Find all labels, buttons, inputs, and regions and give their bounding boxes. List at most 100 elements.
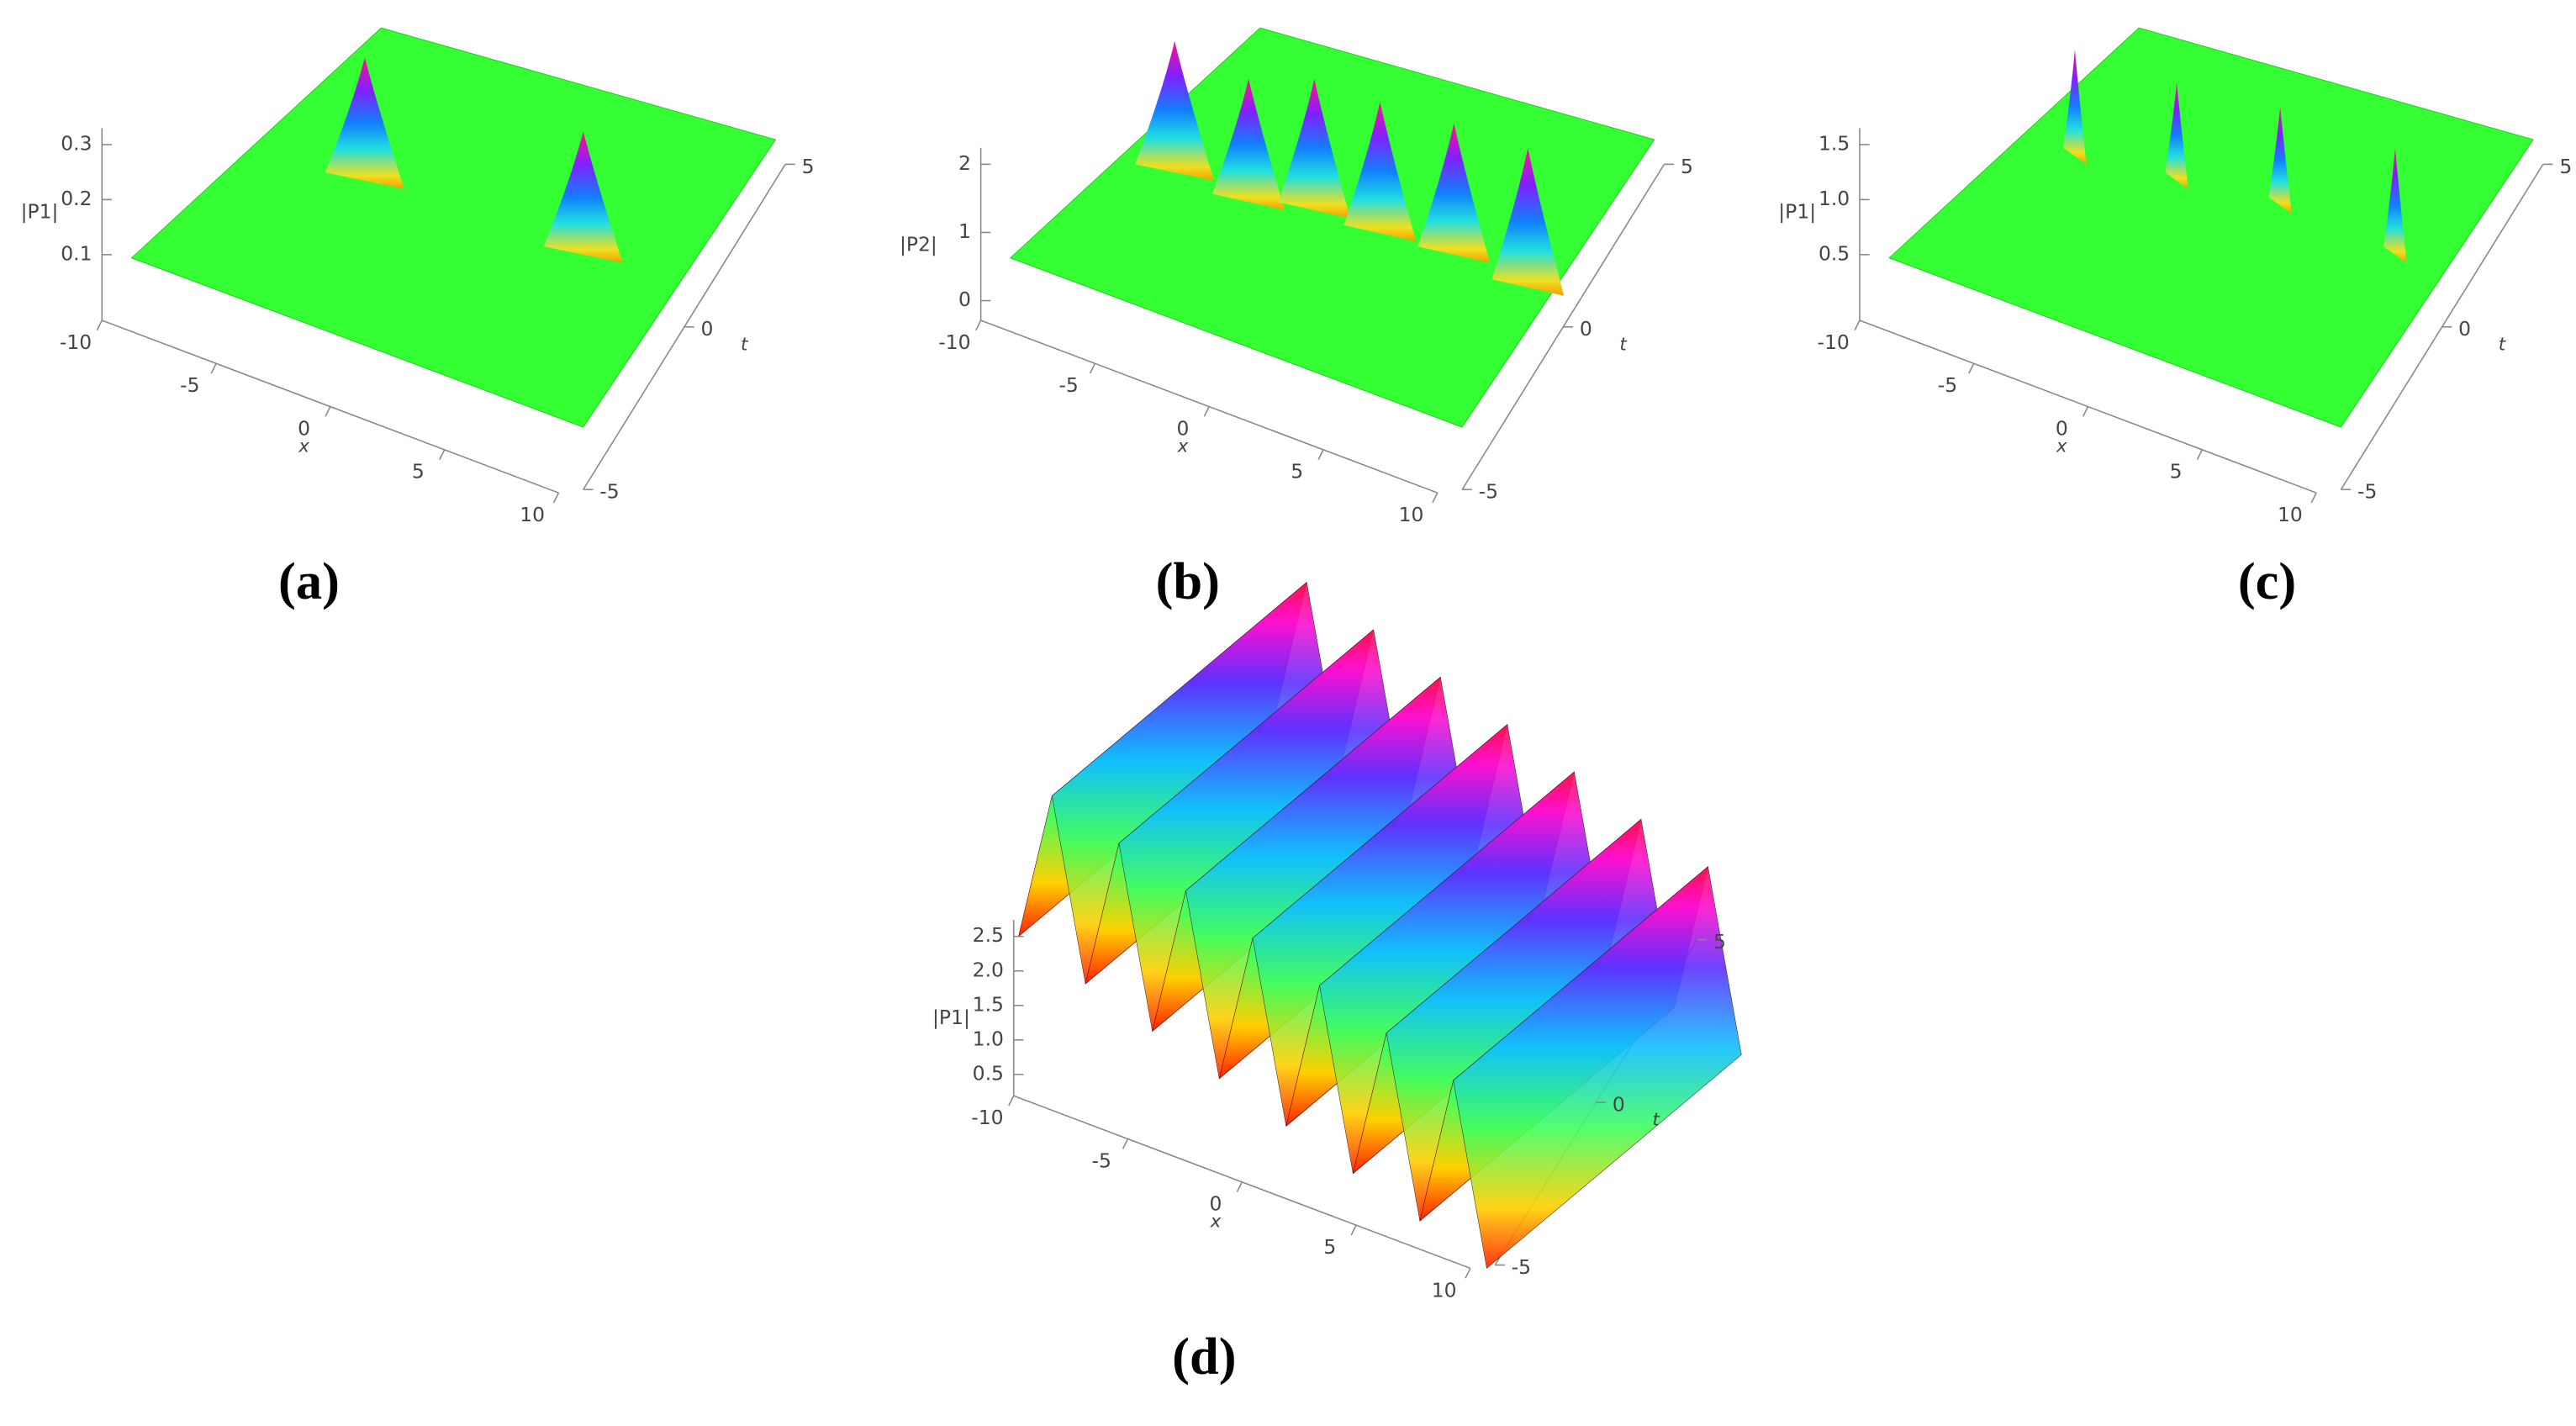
z-tick-label: 0.5 bbox=[1819, 241, 1850, 265]
z-tick-label: 0.3 bbox=[61, 131, 92, 155]
x-tick-label: -10 bbox=[971, 1106, 1003, 1129]
x-label: x bbox=[2056, 436, 2067, 457]
x-tick bbox=[2310, 492, 2317, 504]
x-tick bbox=[1008, 1095, 1015, 1106]
x-tick-label: 0 bbox=[1176, 416, 1189, 440]
x-label: x bbox=[1177, 436, 1189, 457]
t-tick-label: -5 bbox=[1512, 1255, 1531, 1279]
peak bbox=[2383, 147, 2407, 263]
z-label: |P1| bbox=[1778, 200, 1816, 224]
x-tick bbox=[1350, 1224, 1357, 1236]
peak bbox=[1135, 40, 1215, 181]
peak bbox=[2063, 49, 2087, 165]
peak bbox=[543, 131, 623, 263]
z-tick-label: 0.5 bbox=[973, 1061, 1004, 1085]
x-tick-label: -5 bbox=[180, 373, 199, 397]
t-label: t bbox=[2499, 334, 2507, 355]
peak bbox=[1417, 123, 1491, 263]
peak bbox=[325, 57, 404, 189]
surface-band bbox=[1453, 866, 1742, 1269]
x-tick bbox=[1203, 406, 1210, 417]
x-tick bbox=[439, 449, 446, 460]
x-tick bbox=[975, 320, 982, 331]
x-tick-label: -10 bbox=[60, 330, 92, 354]
x-tick-label: 10 bbox=[2278, 503, 2303, 526]
peak bbox=[2165, 82, 2188, 189]
z-tick-label: 2.0 bbox=[973, 958, 1004, 981]
t-label: t bbox=[1619, 334, 1628, 355]
t-tick-label: -5 bbox=[2357, 480, 2377, 504]
x-tick bbox=[1968, 362, 1975, 374]
x-label: x bbox=[1210, 1212, 1222, 1233]
x-tick bbox=[1854, 320, 1861, 331]
t-tick-label: 5 bbox=[802, 155, 815, 178]
x-tick-label: 5 bbox=[412, 460, 425, 483]
peak bbox=[1212, 78, 1285, 211]
panel: 0.5 1.0 1.5 |P1| -10 -5 0 5 10 x -5 0 5 t (c) bbox=[1778, 27, 2572, 610]
surface bbox=[1888, 27, 2534, 428]
t-tick-label: -5 bbox=[599, 480, 619, 504]
x-tick bbox=[96, 320, 103, 331]
x-tick-label: -5 bbox=[1058, 373, 1078, 397]
t-tick-label: 0 bbox=[1580, 317, 1592, 341]
x-tick bbox=[1432, 492, 1438, 504]
x-tick-label: -10 bbox=[1818, 330, 1850, 354]
t-tick-label: 5 bbox=[1713, 930, 1726, 953]
z-tick-label: 0.1 bbox=[61, 241, 92, 265]
x-tick bbox=[552, 492, 560, 504]
caption: (b) bbox=[1156, 552, 1220, 610]
peak bbox=[1491, 147, 1565, 296]
z-tick-label: 1.5 bbox=[1819, 131, 1850, 155]
z-tick-label: 1.5 bbox=[973, 992, 1004, 1016]
x-tick-label: 5 bbox=[1291, 460, 1303, 483]
x-tick-label: 10 bbox=[520, 503, 545, 526]
z-tick-label: 2 bbox=[958, 151, 971, 175]
peak bbox=[2268, 107, 2292, 214]
t-tick-label: 5 bbox=[1681, 155, 1693, 178]
z-tick-label: 2.5 bbox=[973, 923, 1004, 947]
x-tick bbox=[2082, 406, 2089, 417]
caption: (c) bbox=[2238, 552, 2296, 610]
t-label: t bbox=[1652, 1110, 1660, 1131]
caption: (a) bbox=[278, 552, 340, 610]
z-tick-label: 0 bbox=[958, 288, 971, 311]
panel: 0.1 0.2 0.3 |P1| -10 -5 0 5 10 x -5 0 5 t (a) bbox=[21, 27, 815, 610]
t-label: t bbox=[741, 334, 749, 355]
t-tick-label: 5 bbox=[2559, 155, 2572, 178]
x-tick-label: 10 bbox=[1432, 1278, 1457, 1302]
z-label: |P1| bbox=[21, 200, 59, 224]
z-label: |P1| bbox=[932, 1006, 970, 1029]
x-tick-label: 5 bbox=[2170, 460, 2183, 483]
x-tick bbox=[1236, 1181, 1243, 1192]
peak bbox=[1343, 102, 1417, 242]
peak bbox=[1278, 78, 1351, 219]
x-tick bbox=[1317, 449, 1324, 460]
panel: 0.5 1.0 1.5 2.0 2.5 |P1| -10 -5 0 5 10 x -5 0 5 t (d) bbox=[932, 581, 1742, 1386]
caption: (d) bbox=[1172, 1327, 1236, 1386]
x-tick bbox=[2196, 449, 2204, 460]
x-tick-label: 5 bbox=[1323, 1235, 1336, 1259]
z-tick-label: 1 bbox=[958, 219, 971, 243]
surface bbox=[1009, 27, 1655, 428]
z-label: |P2| bbox=[900, 233, 937, 256]
x-tick-label: 0 bbox=[1210, 1192, 1222, 1216]
t-tick-label: 0 bbox=[1613, 1092, 1625, 1116]
x-tick-label: -5 bbox=[1092, 1149, 1111, 1172]
t-tick-label: 0 bbox=[2458, 317, 2471, 341]
x-label: x bbox=[298, 436, 309, 457]
z-tick-label: 1.0 bbox=[973, 1027, 1004, 1050]
surface bbox=[130, 27, 777, 428]
z-tick-label: 0.2 bbox=[61, 187, 92, 210]
x-tick-label: 10 bbox=[1399, 503, 1424, 526]
x-tick-label: 0 bbox=[298, 416, 310, 440]
x-tick-label: -5 bbox=[1938, 373, 1957, 397]
x-tick bbox=[210, 362, 217, 374]
x-tick-label: -10 bbox=[938, 330, 970, 354]
x-tick bbox=[1465, 1268, 1471, 1279]
panel: 0 1 2 |P2| -10 -5 0 5 10 x -5 0 5 t (b) bbox=[900, 27, 1693, 610]
x-tick bbox=[1089, 362, 1096, 374]
x-tick bbox=[1122, 1138, 1129, 1149]
z-tick-label: 1.0 bbox=[1819, 187, 1850, 210]
t-tick-label: -5 bbox=[1479, 480, 1498, 504]
